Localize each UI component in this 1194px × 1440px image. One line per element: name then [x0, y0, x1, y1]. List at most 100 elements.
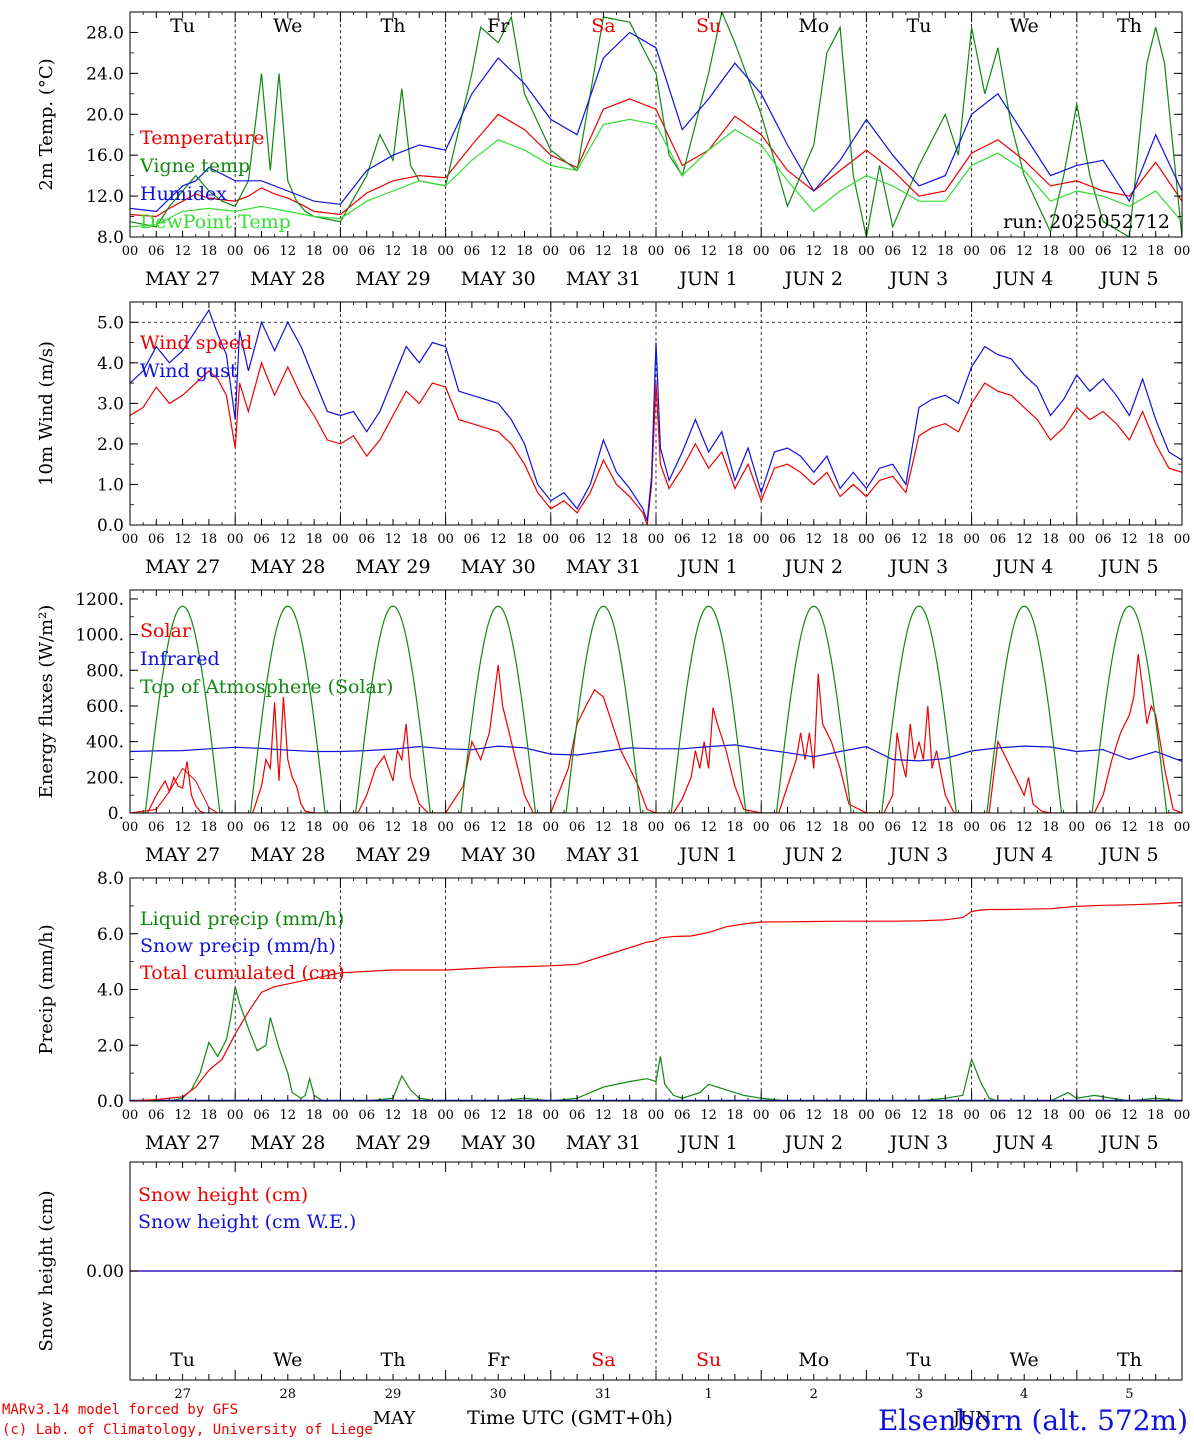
day-number: 4	[1020, 1387, 1028, 1402]
day-name: Th	[1117, 1349, 1142, 1371]
y-tick-label: 6.0	[97, 925, 124, 945]
x-hour-label: 18	[201, 532, 218, 547]
x-date-label: JUN 2	[783, 556, 843, 578]
x-hour-label: 18	[411, 820, 428, 835]
x-hour-label: 18	[1042, 244, 1059, 259]
x-hour-label: 06	[253, 820, 270, 835]
day-name: Th	[381, 1349, 406, 1371]
y-tick-label: 2.0	[97, 435, 124, 455]
x-hour-label: 00	[648, 532, 665, 547]
credit-line-2: (c) Lab. of Climatology, University of L…	[2, 1422, 373, 1438]
x-hour-label: 06	[464, 1108, 481, 1123]
x-hour-label: 00	[332, 532, 349, 547]
x-hour-label: 06	[569, 820, 586, 835]
panel-3: 0. 200. 400. 600. 800. 1000. 1200. Energy fluxe…	[36, 589, 1190, 866]
x-hour-label: 12	[1016, 820, 1033, 835]
x-hour-label: 18	[1147, 820, 1164, 835]
x-date-label: MAY 30	[461, 556, 536, 578]
x-hour-label: 18	[727, 820, 744, 835]
legend-entry: Temperature	[140, 127, 264, 149]
x-hour-label: 12	[385, 1108, 402, 1123]
y-axis-label: Snow height (cm)	[36, 1190, 57, 1351]
x-hour-label: 06	[148, 244, 165, 259]
x-hour-label: 00	[227, 244, 244, 259]
x-hour-label: 12	[806, 532, 823, 547]
x-hour-label: 00	[858, 1108, 875, 1123]
x-hour-label: 18	[306, 532, 323, 547]
x-hour-label: 00	[332, 244, 349, 259]
y-tick-label: 200.	[86, 768, 124, 788]
station-name: Elsenborn (alt. 572m)	[878, 1404, 1188, 1437]
x-hour-label: 18	[201, 1108, 218, 1123]
credit-line-1: MARv3.14 model forced by GFS	[2, 1402, 238, 1418]
x-hour-label: 12	[385, 532, 402, 547]
x-date-label: JUN 2	[783, 268, 843, 290]
x-hour-label: 00	[332, 820, 349, 835]
x-hour-label: 18	[937, 532, 954, 547]
x-hour-label: 18	[937, 1108, 954, 1123]
x-hour-label: 00	[227, 1108, 244, 1123]
x-hour-label: 00	[858, 244, 875, 259]
x-date-label: JUN 4	[993, 268, 1053, 290]
x-hour-label: 18	[727, 1108, 744, 1123]
day-number: 5	[1125, 1387, 1133, 1402]
day-name: Sa	[591, 1349, 615, 1371]
x-hour-label: 00	[648, 244, 665, 259]
panel-4: 0.0 2.0 4.0 6.0 8.0 Precip (mm/h) 00 06 12 18 00 06…	[36, 869, 1190, 1154]
x-hour-label: 00	[648, 1108, 665, 1123]
day-number: 28	[280, 1387, 297, 1402]
x-date-label: JUN 3	[888, 268, 948, 290]
x-hour-label: 06	[148, 532, 165, 547]
x-date-label: JUN 3	[888, 556, 948, 578]
y-tick-label: 20.0	[86, 105, 124, 125]
x-hour-label: 12	[911, 532, 928, 547]
y-tick-label: 3.0	[97, 394, 124, 414]
x-hour-label: 18	[1042, 1108, 1059, 1123]
x-hour-label: 12	[490, 820, 507, 835]
day-number: 30	[490, 1387, 507, 1402]
day-number: 1	[704, 1387, 712, 1402]
x-hour-label: 06	[464, 820, 481, 835]
x-hour-label: 06	[779, 1108, 796, 1123]
bottom-month-may: MAY	[373, 1408, 417, 1429]
x-hour-label: 12	[595, 532, 612, 547]
x-date-label: MAY 27	[145, 268, 220, 290]
y-tick-label: 600.	[86, 697, 124, 717]
x-hour-label: 12	[1016, 244, 1033, 259]
x-hour-label: 06	[358, 244, 375, 259]
x-hour-label: 18	[411, 1108, 428, 1123]
x-hour-label: 06	[674, 244, 691, 259]
x-hour-label: 06	[569, 532, 586, 547]
x-hour-label: 00	[963, 1108, 980, 1123]
x-hour-label: 12	[700, 532, 717, 547]
x-hour-label: 06	[464, 532, 481, 547]
x-hour-label: 12	[700, 1108, 717, 1123]
x-hour-label: 06	[148, 1108, 165, 1123]
x-hour-label: 06	[1095, 244, 1112, 259]
x-date-label: MAY 30	[461, 268, 536, 290]
x-hour-label: 18	[832, 532, 849, 547]
x-hour-label: 12	[911, 1108, 928, 1123]
x-hour-label: 00	[1069, 1108, 1086, 1123]
x-hour-label: 00	[437, 820, 454, 835]
panel-2: 0.0 1.0 2.0 3.0 4.0 5.0 10m Wind (m/s) 00 06 12 18…	[36, 301, 1190, 578]
x-hour-label: 06	[884, 244, 901, 259]
legend-entry: Infrared	[140, 648, 220, 670]
y-tick-label: 0.0	[97, 516, 124, 536]
x-date-label: MAY 28	[250, 268, 325, 290]
x-hour-label: 12	[595, 244, 612, 259]
day-number: 3	[915, 1387, 923, 1402]
x-hour-label: 00	[227, 820, 244, 835]
x-date-label: JUN 4	[993, 844, 1053, 866]
x-hour-label: 18	[621, 532, 638, 547]
x-hour-label: 00	[437, 1108, 454, 1123]
day-name: We	[273, 1349, 302, 1371]
day-name: Su	[696, 1349, 721, 1371]
x-hour-label: 00	[332, 1108, 349, 1123]
legend-entry: Wind gust	[140, 360, 238, 382]
y-tick-label: 5.0	[97, 313, 124, 333]
x-hour-label: 06	[464, 244, 481, 259]
y-axis-label: Energy fluxes (W/m²)	[36, 605, 57, 799]
x-date-label: MAY 29	[355, 556, 430, 578]
x-hour-label: 12	[385, 244, 402, 259]
